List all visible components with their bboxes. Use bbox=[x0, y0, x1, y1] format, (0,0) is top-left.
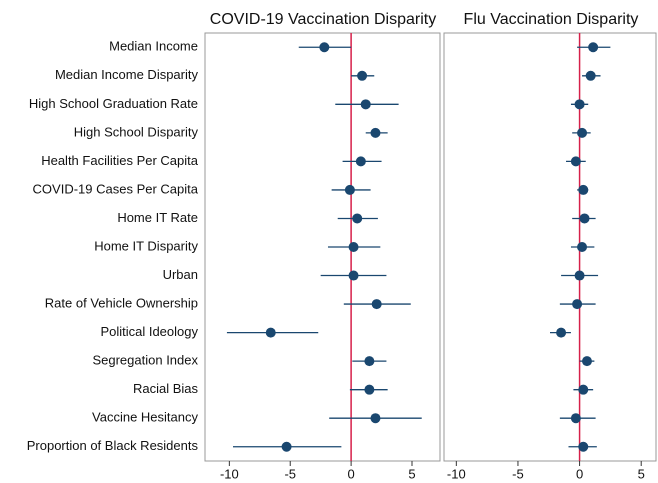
y-tick-label: Rate of Vehicle Ownership bbox=[45, 296, 198, 311]
x-tick-label: -5 bbox=[512, 466, 524, 481]
point-estimate bbox=[579, 213, 590, 224]
point-estimate bbox=[570, 156, 581, 167]
y-tick-label: Segregation Index bbox=[92, 353, 198, 368]
y-tick-label: Health Facilities Per Capita bbox=[41, 153, 199, 168]
point-estimate bbox=[370, 413, 381, 424]
y-tick-label: Political Ideology bbox=[100, 324, 198, 339]
point-estimate bbox=[577, 127, 588, 138]
plot-frame bbox=[204, 32, 441, 462]
chart-title: Flu Vaccination Disparity bbox=[464, 11, 639, 28]
point-estimate bbox=[578, 184, 589, 195]
point-estimate bbox=[556, 327, 567, 338]
x-tick-label: -5 bbox=[284, 466, 296, 481]
point-estimate bbox=[572, 299, 583, 310]
point-estimate bbox=[344, 184, 355, 195]
x-tick-label: -10 bbox=[447, 466, 466, 481]
y-tick-label: Vaccine Hesitancy bbox=[92, 410, 198, 425]
point-estimate bbox=[585, 70, 596, 81]
y-tick-label: Median Income Disparity bbox=[55, 67, 199, 82]
point-estimate bbox=[371, 299, 382, 310]
point-estimate bbox=[319, 42, 330, 53]
point-estimate bbox=[370, 127, 381, 138]
point-estimate bbox=[360, 99, 371, 110]
point-estimate bbox=[352, 213, 363, 224]
point-estimate bbox=[570, 413, 581, 424]
point-estimate bbox=[588, 42, 599, 53]
x-tick-label: 5 bbox=[408, 466, 415, 481]
y-tick-label: COVID-19 Cases Per Capita bbox=[33, 181, 199, 196]
y-tick-label: High School Graduation Rate bbox=[29, 96, 198, 111]
y-tick-label: Median Income bbox=[109, 39, 198, 54]
point-estimate bbox=[578, 384, 589, 395]
point-estimate bbox=[574, 99, 585, 110]
point-estimate bbox=[581, 356, 592, 367]
x-tick-label: -10 bbox=[220, 466, 239, 481]
point-estimate bbox=[364, 356, 375, 367]
y-tick-label: Home IT Disparity bbox=[94, 238, 198, 253]
y-tick-label: Home IT Rate bbox=[117, 210, 198, 225]
point-estimate bbox=[348, 270, 359, 281]
y-tick-label: High School Disparity bbox=[74, 124, 199, 139]
point-estimate bbox=[355, 156, 366, 167]
x-tick-label: 5 bbox=[638, 466, 645, 481]
y-tick-label: Urban bbox=[163, 267, 198, 282]
chart-title: COVID-19 Vaccination Disparity bbox=[210, 11, 436, 28]
point-estimate bbox=[281, 441, 292, 452]
x-tick-label: 0 bbox=[576, 466, 583, 481]
plot-frame bbox=[443, 32, 657, 462]
point-estimate bbox=[578, 441, 589, 452]
point-estimate bbox=[577, 242, 588, 252]
point-estimate bbox=[357, 70, 368, 81]
y-tick-label: Racial Bias bbox=[133, 381, 199, 396]
point-estimate bbox=[265, 327, 276, 338]
x-tick-label: 0 bbox=[347, 466, 354, 481]
point-estimate bbox=[364, 384, 375, 395]
point-estimate bbox=[348, 242, 359, 252]
point-estimate bbox=[574, 270, 585, 281]
y-tick-label: Proportion of Black Residents bbox=[27, 438, 199, 453]
